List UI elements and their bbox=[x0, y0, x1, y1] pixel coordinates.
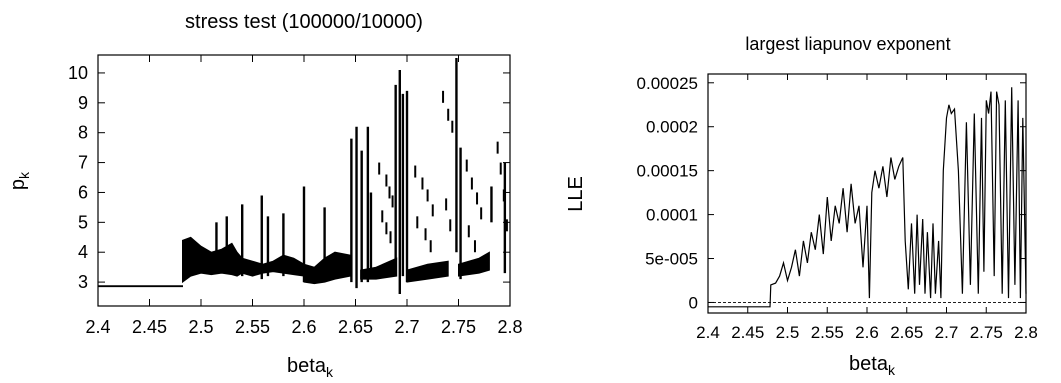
chart1-xtick-label-6: 2.7 bbox=[394, 317, 419, 337]
chart1-xtick-label-7: 2.75 bbox=[441, 317, 476, 337]
chart2-xtick-label-1: 2.45 bbox=[731, 323, 764, 342]
chart1-x-axis-label-main: beta bbox=[287, 355, 327, 377]
chart1-xtick-label-5: 2.65 bbox=[338, 317, 373, 337]
chart1-band-0 bbox=[97, 285, 183, 288]
chart1-ytick-label-7: 10 bbox=[68, 63, 88, 83]
chart1-y-axis-label: pk bbox=[7, 171, 32, 190]
chart1-y-axis-label-main: p bbox=[7, 179, 29, 190]
chart1-y-axis-label-sub: k bbox=[16, 171, 32, 179]
chart2-xtick-label-7: 2.75 bbox=[970, 323, 1003, 342]
chart2-x-axis-label-main: beta bbox=[849, 353, 889, 375]
chart2-lle-series bbox=[708, 87, 1027, 308]
chart1-ytick-label-5: 8 bbox=[78, 123, 88, 143]
chart2-ytick-label-4: 0.0002 bbox=[646, 118, 698, 137]
chart2-ytick-label-5: 0.00025 bbox=[637, 74, 698, 93]
chart1-ytick-label-4: 7 bbox=[78, 153, 88, 173]
chart1-y-ticks: 3 4 5 6 7 8 9 10 bbox=[68, 63, 510, 292]
chart2-xtick-label-8: 2.8 bbox=[1014, 323, 1038, 342]
chart1-xtick-label-0: 2.4 bbox=[85, 317, 110, 337]
chart1-ytick-label-1: 4 bbox=[78, 242, 88, 262]
chart1-plot-area bbox=[97, 57, 508, 295]
chart1-ytick-label-0: 3 bbox=[78, 272, 88, 292]
chart-stress-test: stress test (100000/10000) 2.4 2.45 2.5 2.5… bbox=[7, 11, 523, 380]
chart2-y-axis-label: LLE bbox=[565, 176, 587, 212]
chart1-title: stress test (100000/10000) bbox=[185, 11, 423, 33]
chart2-x-ticks: 2.4 2.45 2.5 2.55 2.6 2.65 2.7 2.75 2.8 bbox=[696, 74, 1038, 342]
chart2-xtick-label-3: 2.55 bbox=[811, 323, 844, 342]
chart2-xtick-label-6: 2.7 bbox=[935, 323, 959, 342]
chart2-xtick-label-0: 2.4 bbox=[696, 323, 720, 342]
chart1-band-4 bbox=[406, 260, 449, 283]
chart2-x-axis-label: betak bbox=[849, 353, 896, 378]
chart-lle: largest liapunov exponent 2.4 2.45 2.5 2.55… bbox=[565, 34, 1038, 378]
chart1-xtick-label-8: 2.8 bbox=[497, 317, 522, 337]
chart2-y-ticks: 0 5e-005 0.0001 0.00015 0.0002 0.00025 bbox=[637, 74, 1026, 312]
chart1-x-ticks: 2.4 2.45 2.5 2.55 2.6 2.65 2.7 2.75 2.8 bbox=[85, 55, 523, 337]
chart1-xtick-label-1: 2.45 bbox=[132, 317, 167, 337]
chart2-x-axis-label-sub: k bbox=[888, 362, 896, 378]
chart1-band-3 bbox=[360, 257, 398, 280]
chart1-band-2 bbox=[303, 251, 351, 285]
chart2-ytick-label-1: 5e-005 bbox=[645, 250, 698, 269]
chart1-ytick-label-2: 5 bbox=[78, 212, 88, 232]
chart2-title: largest liapunov exponent bbox=[745, 34, 950, 54]
chart1-ytick-label-3: 6 bbox=[78, 182, 88, 202]
chart2-xtick-label-2: 2.5 bbox=[776, 323, 800, 342]
chart1-xtick-label-2: 2.5 bbox=[188, 317, 213, 337]
chart1-xtick-label-3: 2.55 bbox=[235, 317, 270, 337]
chart2-ytick-label-2: 0.0001 bbox=[646, 206, 698, 225]
chart2-xtick-label-4: 2.6 bbox=[855, 323, 879, 342]
chart2-plot-area bbox=[708, 87, 1027, 308]
chart2-ytick-label-3: 0.00015 bbox=[637, 162, 698, 181]
chart1-x-axis-label-sub: k bbox=[326, 364, 334, 380]
chart1-band-5 bbox=[458, 251, 490, 277]
chart2-xtick-label-5: 2.65 bbox=[890, 323, 923, 342]
chart1-x-axis-label: betak bbox=[287, 355, 334, 380]
chart1-xtick-label-4: 2.6 bbox=[291, 317, 316, 337]
chart2-ytick-label-0: 0 bbox=[689, 293, 698, 312]
chart1-ytick-label-6: 9 bbox=[78, 93, 88, 113]
